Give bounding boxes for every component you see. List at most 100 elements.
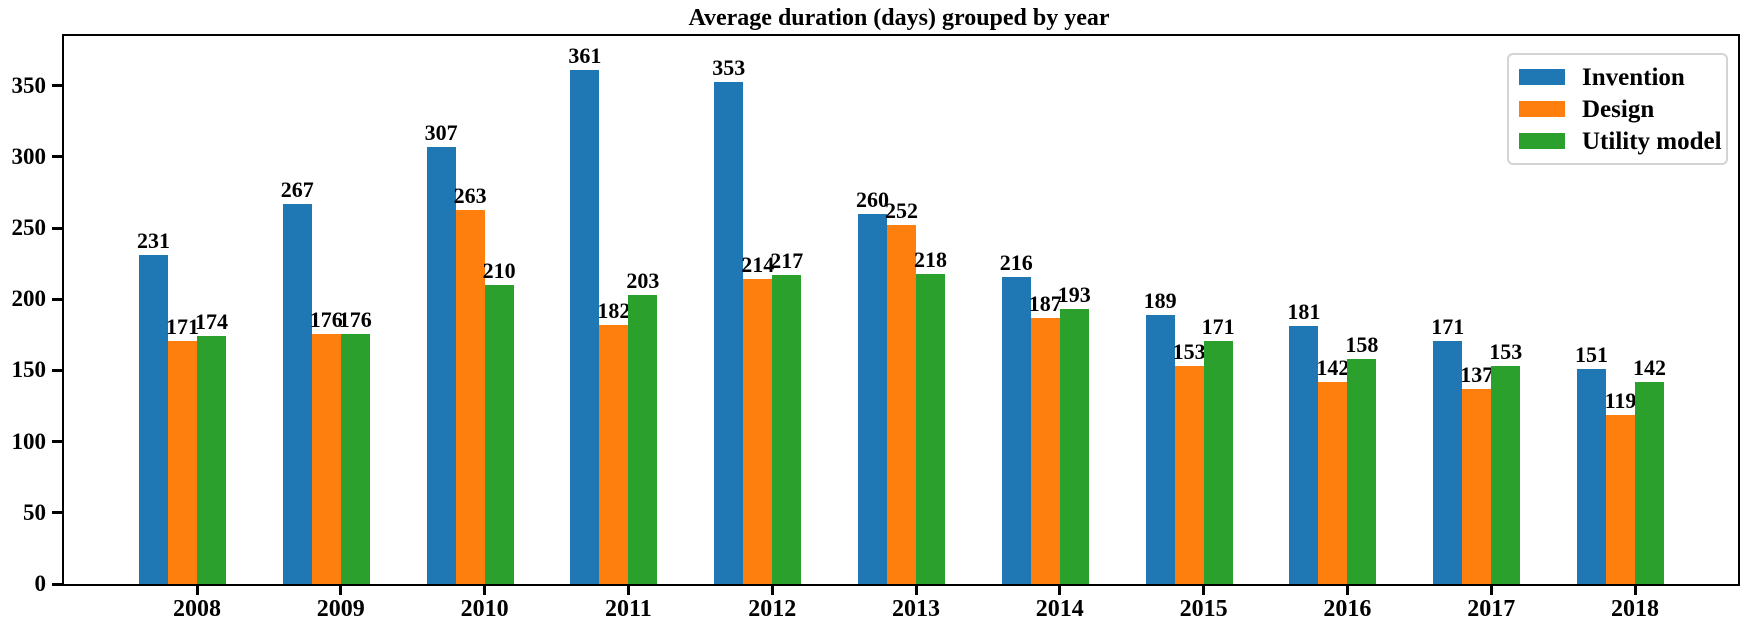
bar-value-label: 216 <box>999 249 1033 275</box>
bar-value-label: 189 <box>1143 287 1177 313</box>
bar-value-label: 171 <box>1201 313 1235 339</box>
bar-utility-model-2015 <box>1203 340 1233 584</box>
y-tick-label-250: 250 <box>11 215 47 241</box>
bar-utility-model-2008 <box>197 336 226 584</box>
bars-layer: 231 171 174 267 176 176 307 263 210 361 182 203 353 2… <box>64 36 1738 584</box>
x-tick-mark <box>195 586 199 595</box>
bar-invention-2016 <box>1289 326 1319 584</box>
bar-value-label: 267 <box>280 176 314 202</box>
y-tick-label-50: 50 <box>23 499 46 525</box>
y-tick-mark <box>52 297 62 301</box>
bar-value-label: 142 <box>1633 354 1666 380</box>
y-tick-mark <box>52 368 62 372</box>
x-tick-label-2013: 2013 <box>892 596 940 622</box>
x-tick-mark <box>1058 586 1062 595</box>
y-tick-label-150: 150 <box>11 357 47 383</box>
bar-utility-model-2010 <box>484 285 514 584</box>
x-tick-label-2017: 2017 <box>1467 596 1516 622</box>
x-tick-mark <box>914 586 918 595</box>
x-tick-mark <box>1345 586 1349 595</box>
bar-value-label: 307 <box>424 120 458 146</box>
bar-invention-2013 <box>858 213 887 584</box>
bar-value-label: 361 <box>568 43 602 69</box>
bar-design-2008 <box>168 340 197 584</box>
x-tick-mark <box>1202 586 1206 595</box>
bar-invention-2008 <box>139 255 168 584</box>
y-tick-mark <box>52 155 62 159</box>
x-tick-mark <box>339 586 343 595</box>
y-tick-mark <box>52 226 62 230</box>
bar-design-2010 <box>455 209 485 584</box>
bar-invention-2009 <box>282 203 312 584</box>
chart-title: Average duration (days) grouped by year <box>688 5 1110 31</box>
bar-value-label: 203 <box>626 268 660 294</box>
x-tick-label-2011: 2011 <box>605 596 652 622</box>
bar-design-2013 <box>887 225 916 584</box>
legend-row-design: Design <box>1519 96 1716 123</box>
bar-invention-2015 <box>1145 314 1175 584</box>
bar-utility-model-2011 <box>628 295 658 584</box>
bar-value-label: 158 <box>1345 332 1379 358</box>
legend-label: Design <box>1582 95 1655 123</box>
x-tick-label-2012: 2012 <box>748 596 797 622</box>
bar-value-label: 231 <box>137 228 170 254</box>
bar-design-2015 <box>1174 366 1204 584</box>
bar-utility-model-2009 <box>340 333 370 584</box>
bar-invention-2010 <box>426 147 456 584</box>
bar-value-label: 353 <box>712 54 746 80</box>
bar-invention-2017 <box>1433 340 1463 584</box>
bar-utility-model-2012 <box>772 275 802 584</box>
y-tick-mark <box>52 511 62 515</box>
bar-value-label: 151 <box>1575 342 1608 368</box>
legend-color-swatch <box>1519 101 1565 117</box>
bar-invention-2012 <box>714 81 744 584</box>
legend-label: Utility model <box>1582 127 1722 155</box>
y-tick-mark <box>52 440 62 444</box>
x-tick-label-2009: 2009 <box>316 596 365 622</box>
x-tick-label-2015: 2015 <box>1179 596 1228 622</box>
bar-design-2014 <box>1030 317 1060 584</box>
x-tick-label-2010: 2010 <box>460 596 509 622</box>
bar-value-label: 181 <box>1287 299 1321 325</box>
x-tick-mark <box>1633 586 1637 595</box>
y-tick-label-100: 100 <box>11 428 47 454</box>
bar-value-label: 153 <box>1489 339 1523 365</box>
legend: Invention Design Utility model <box>1507 53 1728 165</box>
x-tick-label-2018: 2018 <box>1611 596 1659 622</box>
bar-utility-model-2016 <box>1347 359 1377 584</box>
bar-design-2009 <box>311 333 341 584</box>
x-tick-mark <box>626 586 630 595</box>
bar-utility-model-2013 <box>916 273 945 584</box>
y-tick-mark <box>52 84 62 88</box>
legend-color-swatch <box>1519 133 1565 149</box>
bar-utility-model-2018 <box>1635 381 1664 584</box>
y-tick-label-350: 350 <box>11 72 47 98</box>
y-tick-label-300: 300 <box>11 143 47 169</box>
x-tick-mark <box>770 586 774 595</box>
bar-value-label: 193 <box>1057 282 1091 308</box>
bar-design-2018 <box>1606 414 1635 584</box>
bar-value-label: 260 <box>856 186 889 212</box>
plot-area: 231 171 174 267 176 176 307 263 210 361 182 203 353 2… <box>62 34 1740 586</box>
bar-design-2016 <box>1318 381 1348 584</box>
bar-design-2012 <box>743 279 773 584</box>
x-tick-mark <box>483 586 487 595</box>
bar-invention-2011 <box>570 70 600 584</box>
y-tick-label-0: 0 <box>34 571 47 596</box>
bar-value-label: 176 <box>338 306 372 332</box>
x-tick-label-2016: 2016 <box>1323 596 1372 622</box>
y-tick-mark <box>52 582 62 586</box>
legend-row-invention: Invention <box>1519 64 1716 91</box>
bar-value-label: 217 <box>770 248 804 274</box>
x-tick-label-2014: 2014 <box>1035 596 1084 622</box>
bar-design-2017 <box>1462 389 1492 584</box>
bar-utility-model-2014 <box>1059 309 1089 584</box>
legend-label: Invention <box>1582 63 1685 91</box>
legend-color-swatch <box>1519 69 1565 85</box>
bar-invention-2018 <box>1577 369 1606 584</box>
bar-design-2011 <box>599 324 629 584</box>
x-tick-label-2008: 2008 <box>173 596 221 622</box>
bar-value-label: 174 <box>195 309 228 335</box>
bar-value-label: 171 <box>1431 313 1465 339</box>
